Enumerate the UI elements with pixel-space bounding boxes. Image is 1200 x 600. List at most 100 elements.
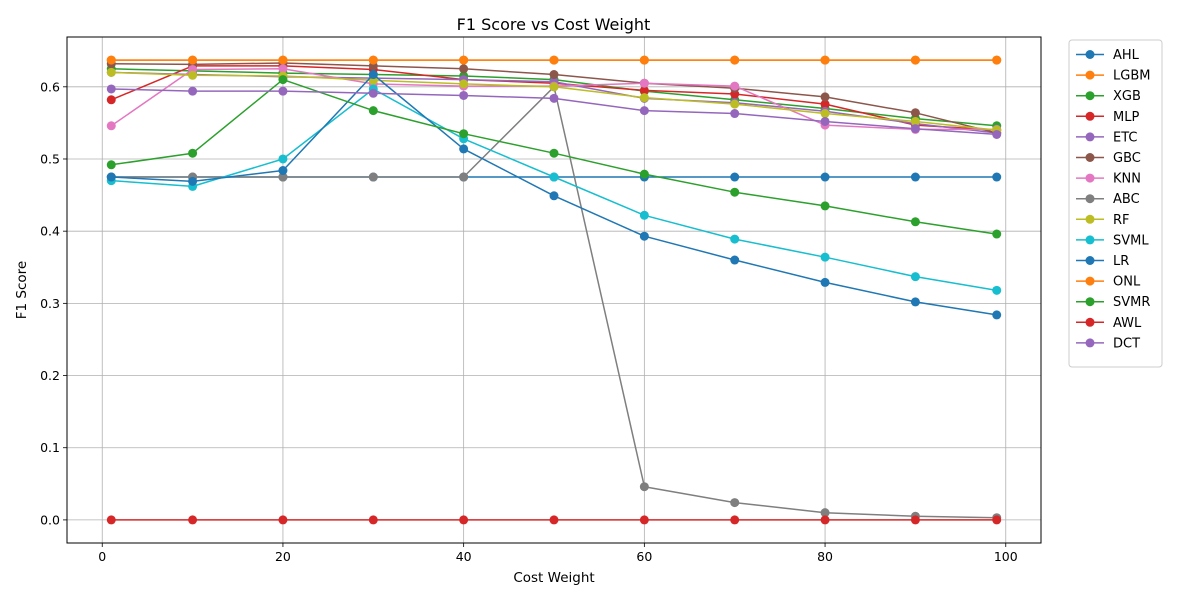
legend-swatch-marker [1085,276,1095,286]
series-dct [106,84,1002,139]
legend-swatch-marker [1085,235,1095,245]
series-lr [106,70,1002,320]
data-point-knn [278,64,288,74]
chart-title: F1 Score vs Cost Weight [457,15,651,34]
data-point-svmr [278,75,288,85]
legend-label: ONL [1113,275,1141,290]
data-point-awl [188,515,198,525]
x-tick-label: 60 [636,549,652,564]
data-point-abc [368,172,378,182]
data-point-rf [459,79,469,89]
data-point-rf [820,109,830,119]
legend-swatch-marker [1085,173,1095,183]
series-awl [106,515,1002,525]
legend-swatch-marker [1085,70,1095,80]
data-point-gbc [459,64,469,74]
data-point-lr [820,277,830,287]
y-tick-label: 0.6 [40,79,60,94]
data-point-ahl [910,172,920,182]
legend-item-mlp: MLP [1076,110,1139,125]
data-point-awl [910,515,920,525]
data-point-gbc [910,108,920,118]
data-point-awl [106,515,116,525]
data-point-svmr [730,187,740,197]
data-point-lr [639,231,649,241]
legend-item-abc: ABC [1076,192,1140,207]
data-point-ahl [992,172,1002,182]
axis-ticks: 0 20 40 60 80 100 0.0 0.1 0.2 0.3 0.4 0.5 0.6 [40,79,1018,564]
y-tick-label: 0.3 [40,296,60,311]
data-point-rf [188,70,198,80]
legend-label: XGB [1113,89,1141,104]
data-point-dct [549,93,559,103]
legend-swatch-marker [1085,214,1095,224]
y-tick-label: 0.2 [40,368,60,383]
series-onl [106,55,1002,65]
data-point-lr [910,297,920,307]
data-point-awl [820,515,830,525]
legend-swatch-marker [1085,194,1095,204]
legend-item-onl: ONL [1076,275,1141,290]
data-point-dct [188,86,198,96]
legend-label: DCT [1113,336,1140,351]
data-point-svml [992,285,1002,295]
legend-item-dct: DCT [1076,336,1140,351]
legend-label: SVML [1113,233,1149,248]
data-point-lr [992,310,1002,320]
legend-item-svml: SVML [1076,233,1149,248]
data-point-svml [820,252,830,262]
data-point-lr [730,255,740,265]
data-point-onl [278,55,288,65]
legend-items: AHL LGBM XGB MLP ETC GBC KNN ABC RF SVML LR ONL SVMR… [1076,48,1150,351]
legend-swatch-marker [1085,256,1095,265]
legend-item-svmr: SVMR [1076,295,1150,310]
legend-swatch-marker [1085,153,1095,162]
data-point-dct [820,116,830,126]
data-point-onl [730,55,740,65]
x-tick-label: 0 [98,549,106,564]
data-point-dct [910,124,920,134]
data-point-dct [459,90,469,100]
legend-item-rf: RF [1076,213,1130,228]
series-lines [106,55,1002,525]
legend-item-etc: ETC [1076,130,1137,145]
data-point-svml [639,210,649,220]
legend-label: ABC [1113,192,1140,207]
data-point-svmr [368,106,378,116]
data-point-svml [730,234,740,244]
legend-item-xgb: XGB [1076,89,1141,104]
data-point-svmr [639,169,649,179]
data-point-lr [278,166,288,176]
legend-item-gbc: GBC [1076,151,1141,166]
x-tick-label: 20 [275,549,291,564]
data-point-lr [106,172,116,182]
data-point-knn [730,81,740,91]
data-point-svml [910,272,920,282]
data-point-rf [730,99,740,109]
data-point-onl [820,55,830,65]
data-point-onl [459,55,469,65]
x-tick-label: 40 [456,549,472,564]
data-point-onl [106,55,116,65]
data-point-onl [992,55,1002,65]
legend-swatch-marker [1085,317,1095,327]
x-axis-label: Cost Weight [513,570,594,586]
legend-label: LGBM [1113,69,1150,84]
data-point-rf [549,82,559,92]
data-point-awl [549,515,559,525]
legend-item-lgbm: LGBM [1076,69,1150,84]
data-point-abc [639,482,649,492]
data-point-rf [639,93,649,103]
data-point-lr [459,144,469,154]
legend-item-awl: AWL [1076,316,1142,331]
data-point-onl [639,55,649,65]
data-point-lr [188,176,198,186]
data-point-svmr [992,229,1002,239]
y-axis-label: F1 Score [14,261,30,319]
data-point-awl [278,515,288,525]
legend-swatch-marker [1085,50,1095,59]
data-point-rf [106,67,116,77]
legend-swatch-marker [1085,297,1095,307]
data-point-svmr [459,129,469,139]
